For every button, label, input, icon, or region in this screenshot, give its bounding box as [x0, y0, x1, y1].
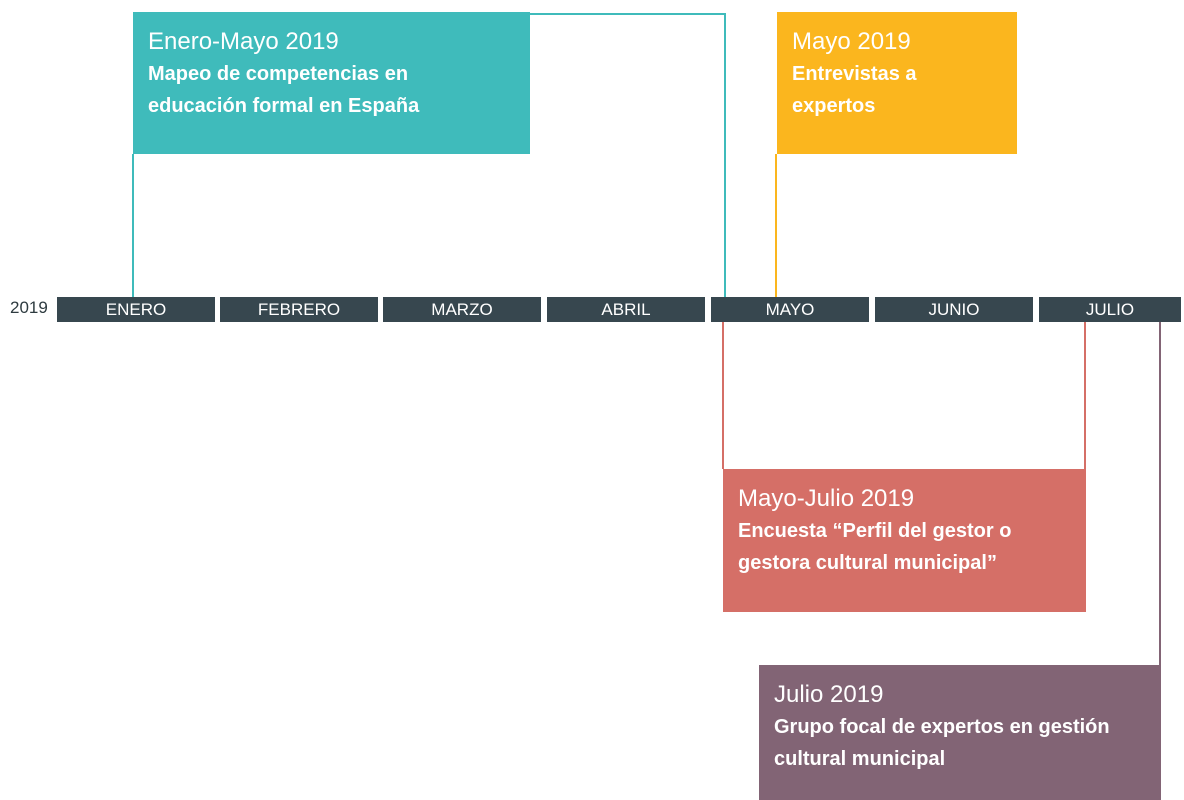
event-date: Julio 2019 — [774, 681, 884, 708]
event-date: Enero-Mayo 2019 — [148, 28, 339, 55]
month: FEBRERO — [220, 297, 378, 322]
event-date: Mayo-Julio 2019 — [738, 485, 915, 512]
month: JULIO — [1039, 297, 1181, 322]
month: MARZO — [383, 297, 541, 322]
month: JUNIO — [875, 297, 1033, 322]
event-box: Mayo 2019 Entrevistas a expertos — [777, 12, 1017, 154]
month: ABRIL — [547, 297, 705, 322]
event-title: Entrevistas a expertos — [792, 63, 917, 117]
event-box: Julio 2019 Grupo focal de expertos en ge… — [759, 665, 1161, 800]
event-box: Mayo-Julio 2019 Encuesta “Perfil del ges… — [723, 469, 1086, 612]
event-box: Enero-Mayo 2019 Mapeo de competencias en… — [133, 12, 530, 154]
connector — [530, 13, 726, 300]
year-label: 2019 — [10, 298, 48, 317]
month: MAYO — [711, 297, 869, 322]
event-date: Mayo 2019 — [792, 28, 911, 55]
event-title: Mapeo de competencias en educación forma… — [148, 63, 420, 117]
month: ENERO — [57, 297, 215, 322]
event-title: Encuesta “Perfil del gestor o gestora cu… — [738, 520, 1012, 574]
event-title: Grupo focal de expertos en gestión cultu… — [774, 716, 1110, 770]
